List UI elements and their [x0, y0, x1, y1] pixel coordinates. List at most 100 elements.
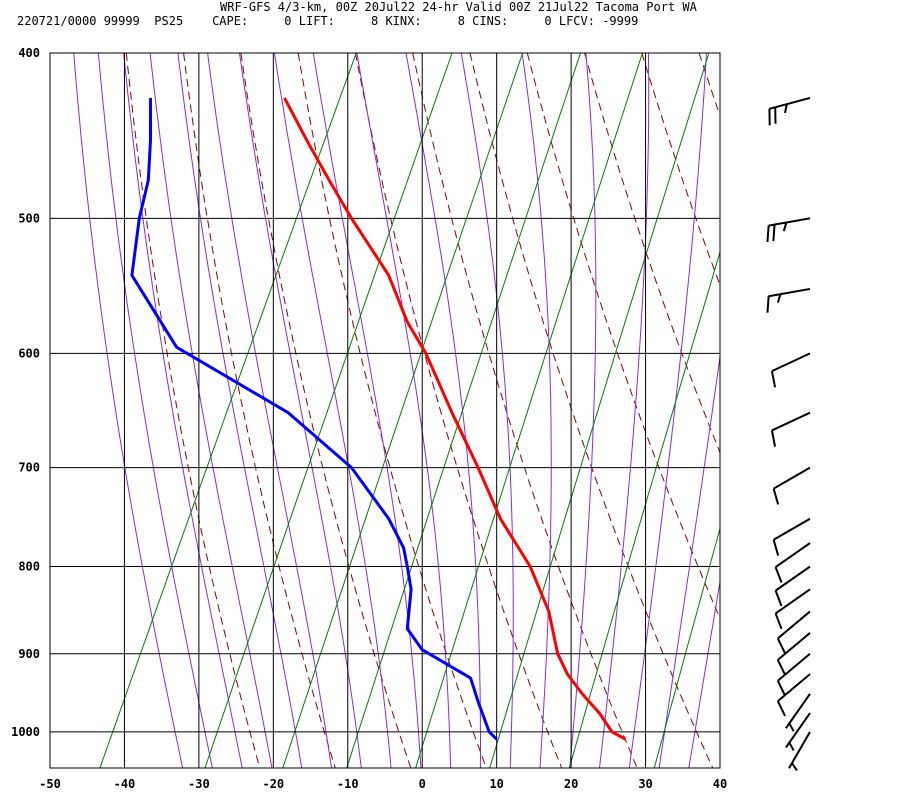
wind-barb	[774, 542, 811, 583]
wind-barb	[768, 96, 811, 126]
moist-adiabat-line	[274, 53, 392, 768]
dry-adiabat-line	[125, 53, 261, 768]
wind-barb	[774, 565, 811, 607]
wind-barb	[785, 712, 811, 751]
wind-barb	[788, 731, 811, 772]
wind-barb	[785, 693, 811, 732]
wind-barb-feather	[766, 296, 770, 313]
dry-adiabat-line	[297, 53, 487, 768]
x-tick-label: 40	[713, 777, 727, 791]
x-tick-label: -20	[262, 777, 284, 791]
wind-barbs	[766, 96, 811, 772]
wind-barb	[772, 517, 811, 556]
wind-barb-feather	[776, 659, 786, 676]
x-tick-label: -50	[39, 777, 61, 791]
wind-barb-shaft	[768, 287, 811, 298]
thermo-background-lines	[73, 0, 900, 768]
wind-barb-feather	[788, 742, 795, 751]
mixing-ratio-line	[346, 53, 582, 768]
moist-adiabat-line	[149, 53, 273, 768]
mixing-ratio-line	[744, 0, 900, 768]
wind-barb-feather	[784, 103, 788, 114]
dry-adiabat-line	[354, 53, 563, 768]
moist-adiabat-line	[569, 53, 597, 768]
moist-adiabat-line	[405, 53, 481, 768]
moist-adiabat-line	[207, 53, 332, 768]
wind-barb-feather	[772, 488, 780, 505]
dewpoint-profile-line	[130, 97, 498, 741]
moist-adiabat-line	[658, 353, 720, 768]
moist-adiabat-line	[123, 53, 243, 768]
axis-ticks: -50 -40 -30 -20 -10 0 10 20 30 40 400 500 600 700 800 9…	[11, 46, 727, 791]
plot-frame	[49, 52, 721, 769]
wind-barb	[776, 653, 811, 697]
y-tick-label: 500	[18, 211, 40, 225]
wind-barb-shaft	[773, 466, 811, 490]
header-title: WRF-GFS 4/3-km, 00Z 20Jul22 24-hr Valid …	[220, 0, 697, 14]
x-tick-label: -10	[337, 777, 359, 791]
wind-barb-feather	[774, 613, 783, 630]
wind-barb	[776, 632, 811, 676]
moist-adiabat-line	[356, 53, 452, 768]
wind-barb	[766, 217, 811, 243]
wind-barb	[772, 466, 811, 505]
dry-adiabat-line	[814, 53, 900, 768]
moist-adiabat-line	[460, 53, 514, 768]
mixing-ratio-line	[653, 526, 720, 768]
y-tick-label: 900	[18, 647, 40, 661]
y-tick-label: 1000	[11, 725, 40, 739]
mixing-ratio-line	[568, 250, 720, 768]
x-tick-label: 10	[489, 777, 503, 791]
wind-barb-feather	[776, 680, 786, 697]
wind-barb	[766, 287, 811, 313]
x-tick-label: -40	[114, 777, 136, 791]
dry-adiabat-line	[240, 53, 412, 768]
mixing-ratio-line	[282, 53, 524, 768]
wind-barb-feather	[791, 762, 798, 772]
x-tick-label: 30	[638, 777, 652, 791]
y-tick-label: 800	[18, 560, 40, 574]
wind-barb-feather	[770, 430, 777, 447]
temperature-profile-line	[283, 97, 627, 741]
wind-barb-feather	[770, 370, 777, 388]
wind-barb-feather	[772, 224, 776, 242]
series-layer	[130, 97, 627, 741]
wind-barb	[776, 610, 811, 654]
mixing-ratio-line	[489, 53, 710, 768]
wind-barb-feather	[774, 590, 783, 607]
moist-adiabat-line	[688, 578, 720, 768]
moist-adiabat-line	[73, 53, 184, 768]
wind-barb-shaft	[775, 588, 811, 615]
x-tick-label: 0	[419, 777, 426, 791]
wind-barb-shaft	[769, 96, 811, 110]
x-tick-label: -30	[188, 777, 210, 791]
wind-barb-feather	[774, 566, 783, 583]
y-tick-label: 400	[18, 46, 40, 60]
wind-barb-shaft	[773, 517, 811, 541]
wind-barb-feather	[776, 700, 786, 717]
dry-adiabat-line	[183, 53, 336, 768]
mixing-ratio-line	[415, 53, 644, 768]
dry-adiabat-line	[641, 53, 720, 287]
wind-barb-shaft	[785, 712, 811, 749]
moist-adiabat-line	[312, 53, 422, 768]
moist-adiabat-line	[521, 53, 552, 768]
moist-adiabat-line	[239, 53, 362, 768]
dry-adiabat-line	[584, 53, 720, 454]
wind-barb-shaft	[777, 610, 811, 640]
wind-barb	[770, 352, 811, 388]
wind-barb-shaft	[788, 731, 811, 769]
wind-barb-feather	[782, 222, 788, 232]
wind-barb-shaft	[777, 673, 811, 702]
wind-barb-shaft	[768, 217, 811, 227]
dry-adiabat-line	[526, 53, 720, 620]
moist-adiabat-line	[97, 53, 213, 768]
moist-adiabat-line	[177, 53, 303, 768]
wind-barb-shaft	[771, 411, 811, 432]
mixing-ratio-line	[204, 53, 453, 768]
wind-barb-shaft	[775, 542, 811, 568]
x-tick-label: 20	[564, 777, 578, 791]
wind-barb-feather	[776, 638, 786, 654]
wind-barb-feather	[788, 722, 795, 732]
dry-adiabat-line	[871, 53, 900, 768]
